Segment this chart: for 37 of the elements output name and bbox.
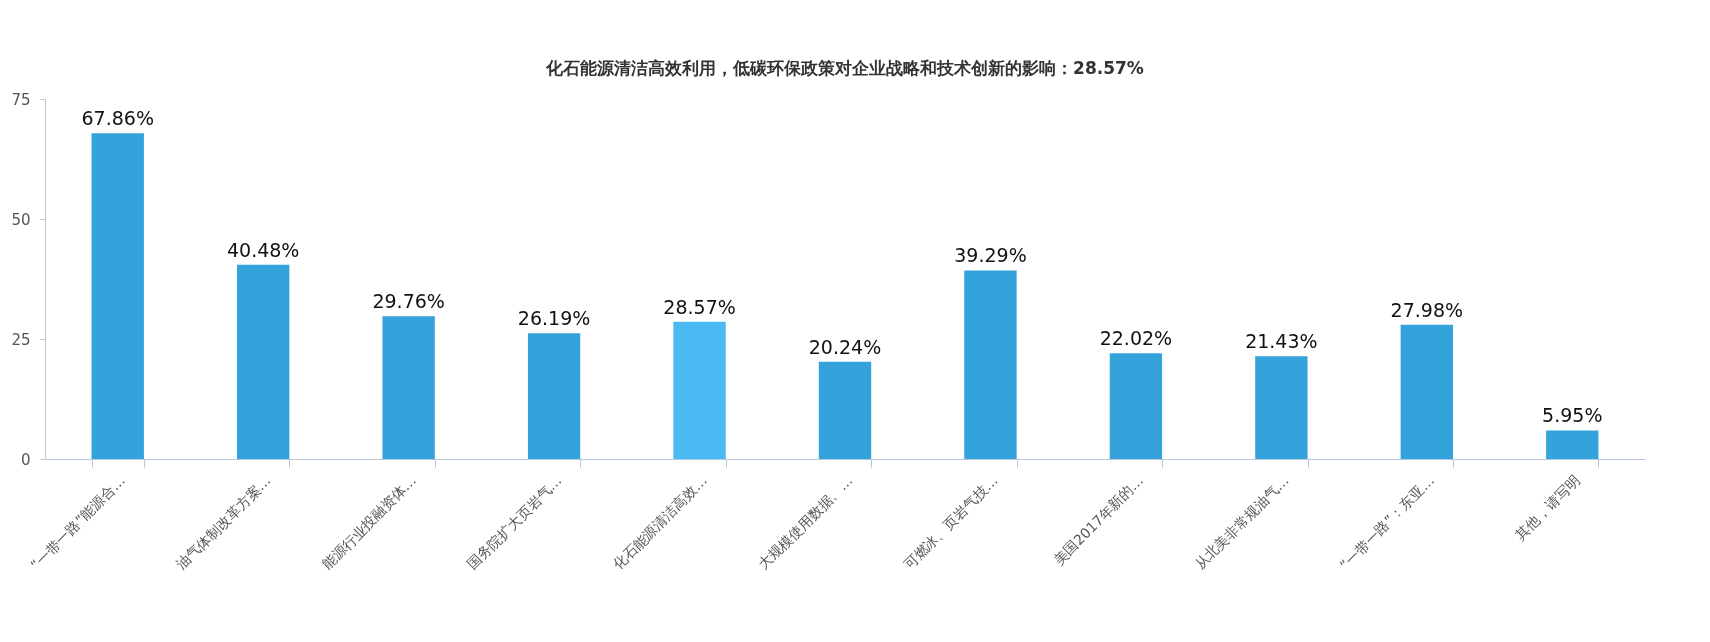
- bar: [527, 333, 581, 459]
- text: 化石能源清洁高效利用，低碳环保政策对企业战略和技术创新的影响：28.57%: [545, 58, 1144, 78]
- bar: [1400, 324, 1453, 459]
- x-tick-label: 其他，请写明: [1511, 472, 1583, 543]
- bar: [1109, 353, 1163, 459]
- data-label: 26.19%: [517, 307, 591, 330]
- data-label: 5.95%: [1542, 404, 1603, 427]
- data-label: 20.24%: [808, 335, 882, 358]
- x-tick-label: 大规模使用数据、…: [754, 472, 856, 573]
- x-tick-label: 国务院扩大页岩气…: [464, 472, 565, 573]
- x-tick-label: “一带一路”：东亚…: [1336, 472, 1438, 573]
- data-label: 27.98%: [1390, 298, 1464, 321]
- data-label: 29.76%: [372, 290, 445, 313]
- x-tick-label: 从北美非常规油气…: [1191, 472, 1292, 573]
- x-tick-label: 可燃冰、页岩气技…: [900, 472, 1001, 573]
- x-tick-label: 能源行业投融资体…: [318, 472, 420, 573]
- data-label: 39.29%: [954, 244, 1027, 267]
- bar: [1546, 430, 1599, 459]
- y-tick-label: 75: [11, 90, 31, 109]
- x-tick-label: 油气体制改革方案…: [173, 472, 274, 573]
- data-label: 67.86%: [81, 107, 154, 130]
- bar: [237, 264, 290, 459]
- data-label: 28.57%: [663, 295, 736, 318]
- y-tick-label: 50: [11, 210, 31, 229]
- data-label: 21.43%: [1245, 330, 1318, 353]
- data-label: 40.48%: [226, 238, 300, 261]
- bar: [818, 361, 872, 459]
- y-tick-label: 25: [11, 330, 31, 349]
- bar: [673, 321, 726, 459]
- bar: [91, 133, 144, 459]
- bar: [1255, 356, 1308, 459]
- bar: [964, 270, 1017, 459]
- data-label: 22.02%: [1099, 327, 1173, 350]
- y-tick-label: 0: [20, 450, 31, 469]
- x-tick-label: 化石能源清洁高效…: [609, 472, 710, 573]
- x-tick-label: “一带一路”能源合…: [27, 472, 129, 573]
- bar: [382, 316, 435, 459]
